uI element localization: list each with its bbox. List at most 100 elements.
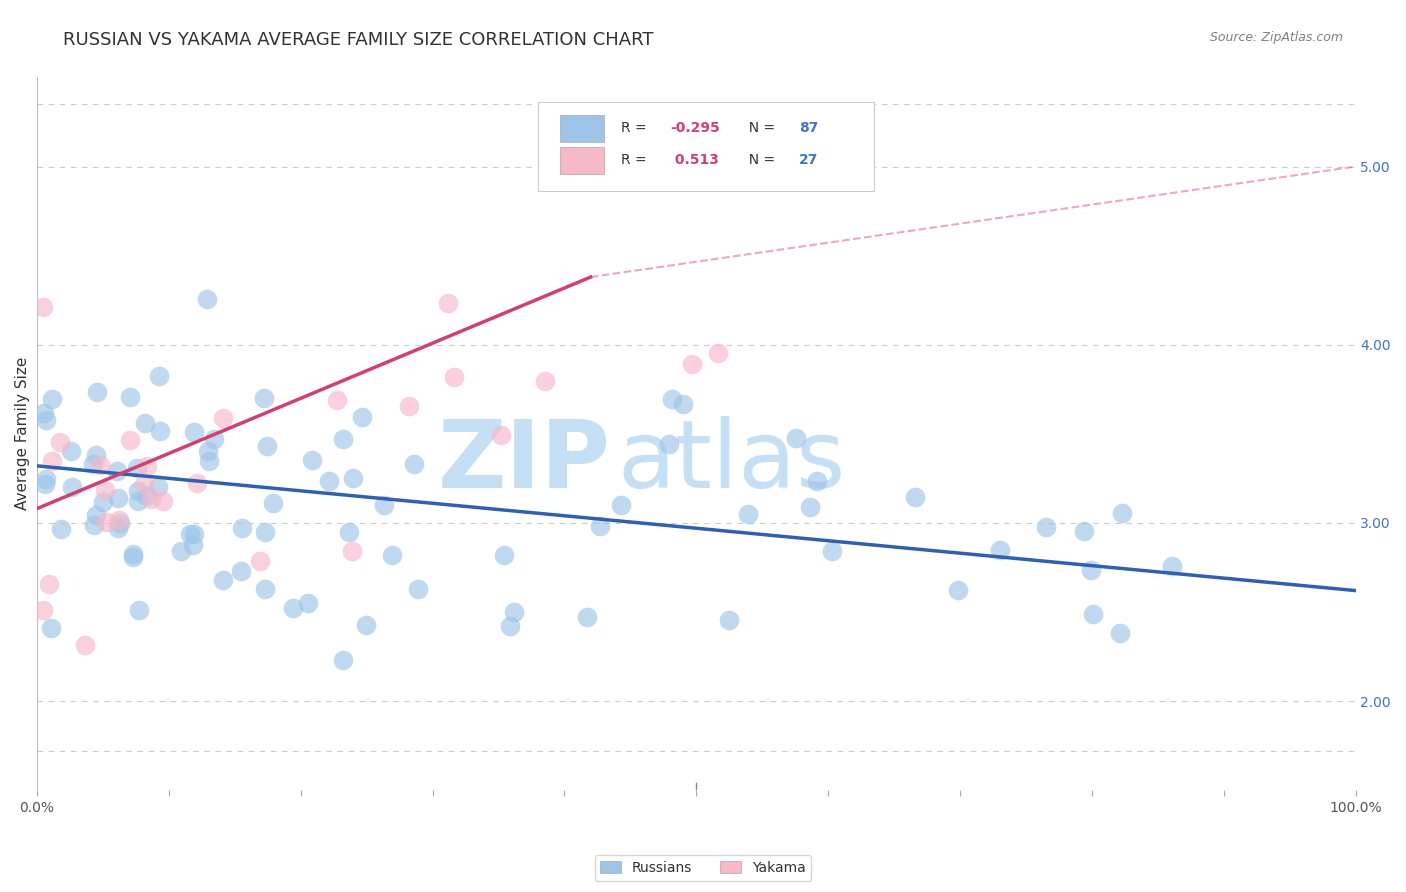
- Point: [127, 494, 149, 508]
- Point: [332, 433, 354, 447]
- Text: ZIP: ZIP: [437, 417, 610, 508]
- Point: [197, 444, 219, 458]
- Point: [231, 564, 253, 578]
- Point: [283, 600, 305, 615]
- Point: [398, 399, 420, 413]
- Point: [354, 617, 377, 632]
- Point: [671, 397, 693, 411]
- Point: [381, 549, 404, 563]
- Point: [437, 296, 460, 310]
- Text: R =: R =: [621, 121, 651, 135]
- Point: [406, 582, 429, 597]
- Point: [89, 458, 111, 473]
- Point: [443, 369, 465, 384]
- Point: [32, 406, 55, 420]
- Point: [231, 521, 253, 535]
- Point: [39, 621, 62, 635]
- Point: [202, 432, 225, 446]
- Point: [806, 474, 828, 488]
- Point: [1080, 563, 1102, 577]
- Point: [402, 457, 425, 471]
- Point: [75, 638, 97, 652]
- Point: [332, 653, 354, 667]
- Point: [339, 525, 361, 540]
- Point: [49, 522, 72, 536]
- Point: [212, 573, 235, 587]
- Point: [301, 452, 323, 467]
- Point: [253, 391, 276, 405]
- Point: [41, 392, 63, 406]
- Text: 0.513: 0.513: [669, 153, 718, 167]
- Point: [152, 494, 174, 508]
- Point: [494, 549, 516, 563]
- Point: [84, 448, 107, 462]
- Point: [35, 472, 58, 486]
- Point: [134, 476, 156, 491]
- Point: [948, 582, 970, 597]
- Point: [179, 527, 201, 541]
- Point: [38, 576, 60, 591]
- Point: [181, 538, 204, 552]
- Point: [1161, 559, 1184, 574]
- Point: [83, 518, 105, 533]
- Point: [170, 544, 193, 558]
- Point: [1073, 524, 1095, 538]
- Point: [118, 390, 141, 404]
- Point: [107, 491, 129, 506]
- Point: [198, 453, 221, 467]
- Point: [609, 498, 631, 512]
- Y-axis label: Average Family Size: Average Family Size: [15, 357, 30, 510]
- Point: [121, 547, 143, 561]
- Point: [148, 369, 170, 384]
- Text: N =: N =: [740, 121, 779, 135]
- Point: [186, 475, 208, 490]
- Point: [988, 542, 1011, 557]
- Point: [1111, 506, 1133, 520]
- Point: [254, 582, 277, 596]
- Point: [707, 346, 730, 360]
- Point: [682, 357, 704, 371]
- Point: [904, 490, 927, 504]
- Point: [32, 603, 55, 617]
- Text: 27: 27: [799, 153, 818, 167]
- Point: [134, 417, 156, 431]
- Point: [59, 444, 82, 458]
- Point: [350, 409, 373, 424]
- Point: [340, 544, 363, 558]
- Text: 87: 87: [799, 121, 818, 135]
- Point: [35, 413, 58, 427]
- Point: [297, 596, 319, 610]
- Point: [1035, 520, 1057, 534]
- Point: [149, 424, 172, 438]
- Text: R =: R =: [621, 153, 651, 167]
- Point: [86, 384, 108, 399]
- Point: [489, 427, 512, 442]
- Point: [135, 489, 157, 503]
- Point: [262, 496, 284, 510]
- Point: [534, 374, 557, 388]
- Legend: Russians, Yakama: Russians, Yakama: [595, 855, 811, 880]
- Point: [661, 392, 683, 407]
- Point: [94, 515, 117, 529]
- Point: [84, 508, 107, 523]
- Point: [107, 513, 129, 527]
- Point: [253, 524, 276, 539]
- Point: [249, 554, 271, 568]
- FancyBboxPatch shape: [561, 114, 605, 142]
- Point: [821, 544, 844, 558]
- Point: [737, 508, 759, 522]
- Text: N =: N =: [740, 153, 779, 167]
- Point: [127, 461, 149, 475]
- Point: [503, 605, 526, 619]
- Text: RUSSIAN VS YAKAMA AVERAGE FAMILY SIZE CORRELATION CHART: RUSSIAN VS YAKAMA AVERAGE FAMILY SIZE CO…: [63, 31, 654, 49]
- Point: [1081, 607, 1104, 621]
- Point: [139, 491, 162, 506]
- Point: [195, 292, 218, 306]
- Point: [785, 431, 807, 445]
- Point: [1109, 625, 1132, 640]
- Point: [110, 516, 132, 531]
- Point: [183, 425, 205, 439]
- Point: [31, 300, 53, 314]
- Point: [799, 500, 821, 514]
- Point: [342, 471, 364, 485]
